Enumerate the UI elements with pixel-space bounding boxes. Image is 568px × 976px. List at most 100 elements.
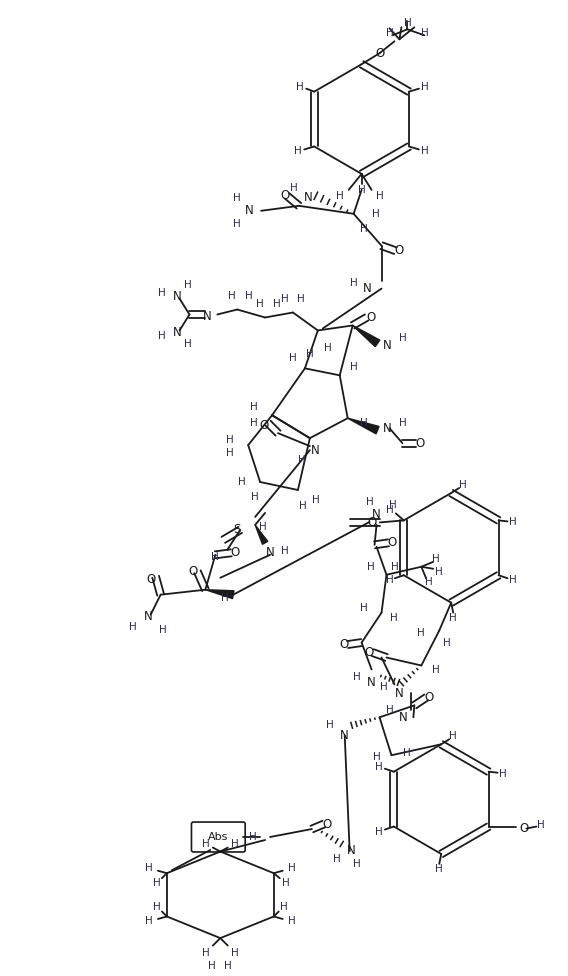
Text: H: H [386,706,394,715]
Text: H: H [537,820,545,830]
Text: H: H [250,418,258,428]
Text: H: H [350,277,357,288]
Text: H: H [211,551,219,562]
Text: H: H [290,183,298,193]
Text: H: H [391,562,398,572]
Text: H: H [449,731,457,742]
Text: H: H [421,82,429,92]
Text: H: H [153,878,161,888]
Text: H: H [460,480,467,490]
Text: H: H [158,332,165,342]
Text: H: H [299,501,307,511]
Text: N: N [266,547,274,559]
Text: H: H [280,902,287,912]
Text: O: O [146,573,155,587]
Text: H: H [153,902,161,912]
Text: H: H [360,418,367,428]
Text: H: H [222,592,229,603]
Text: N: N [144,610,153,623]
Text: O: O [260,419,269,431]
Text: H: H [224,961,232,971]
Text: H: H [289,353,297,363]
Text: H: H [360,224,367,233]
Text: H: H [360,602,367,613]
Text: O: O [520,822,529,835]
Text: H: H [288,863,295,874]
Text: H: H [386,506,394,515]
Text: H: H [333,854,341,864]
Text: H: H [183,340,191,349]
Text: O: O [231,547,240,559]
Text: N: N [245,204,253,218]
Text: H: H [281,294,289,304]
Text: H: H [282,878,290,888]
Text: O: O [425,691,434,704]
Text: H: H [421,28,429,38]
Text: O: O [281,189,290,202]
Text: N: N [173,290,182,303]
Text: H: H [499,769,507,779]
Text: H: H [296,82,304,92]
Text: N: N [347,844,356,858]
Text: O: O [395,244,404,258]
Text: H: H [435,864,443,874]
Text: H: H [386,575,394,586]
Text: H: H [403,749,410,758]
Text: O: O [367,516,377,529]
Text: H: H [129,622,137,631]
Text: H: H [256,299,264,308]
Text: N: N [367,676,376,689]
Text: H: H [375,761,383,772]
Text: H: H [158,625,166,634]
Text: N: N [173,326,182,339]
Text: H: H [324,344,332,353]
Text: O: O [322,818,331,831]
Text: O: O [416,436,425,450]
Text: N: N [383,422,392,434]
Text: H: H [145,863,153,874]
Text: H: H [249,832,257,842]
Text: H: H [375,191,383,201]
FancyBboxPatch shape [191,822,245,852]
Text: N: N [383,339,392,352]
Text: H: H [298,455,306,466]
Text: N: N [303,191,312,204]
Text: H: H [183,279,191,290]
Text: H: H [250,402,258,412]
Text: H: H [312,495,320,505]
Text: O: O [189,565,198,578]
Text: H: H [297,294,305,304]
Text: O: O [366,311,375,324]
Text: H: H [379,682,387,692]
Text: H: H [231,838,239,848]
Text: S: S [233,523,241,537]
Text: H: H [245,291,253,301]
Text: N: N [363,282,372,295]
Polygon shape [348,418,379,434]
Text: H: H [399,418,406,428]
Text: H: H [403,19,411,28]
Text: H: H [251,492,259,502]
Text: H: H [202,838,209,848]
Text: H: H [371,209,379,219]
Text: H: H [417,628,425,637]
Text: H: H [386,28,394,38]
Text: H: H [202,948,209,958]
Text: H: H [227,448,234,458]
Text: O: O [388,537,397,549]
Text: H: H [353,672,361,682]
Text: N: N [203,310,212,323]
Text: H: H [399,334,406,344]
Text: H: H [432,553,440,564]
Text: H: H [366,497,373,507]
Text: H: H [389,500,396,509]
Text: H: H [358,184,365,195]
Text: H: H [288,916,295,926]
Text: H: H [306,349,314,359]
Text: O: O [375,47,384,60]
Text: H: H [435,567,443,577]
Text: H: H [233,219,241,228]
Text: H: H [421,146,429,156]
Text: H: H [294,146,302,156]
Text: H: H [449,613,457,623]
